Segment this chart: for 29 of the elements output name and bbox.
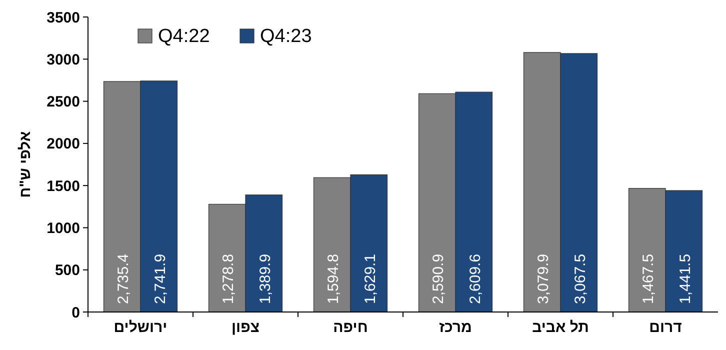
data-label: 1,278.8 xyxy=(220,254,238,304)
x-tick-label: צפון xyxy=(232,319,260,336)
y-tick-label: 2000 xyxy=(46,136,80,153)
x-tick-label: תל אביב xyxy=(532,319,589,336)
y-axis-title: אלפי ש"ח xyxy=(17,131,34,198)
y-tick-label: 1500 xyxy=(46,178,80,195)
y-tick-label: 2500 xyxy=(46,94,80,111)
data-label: 1,594.8 xyxy=(325,254,342,304)
data-label: 2,590.9 xyxy=(430,254,448,304)
data-label: 2,609.6 xyxy=(466,254,484,304)
data-label: 3,079.9 xyxy=(535,254,552,304)
x-tick-label: דרום xyxy=(649,319,682,336)
data-label: 2,735.4 xyxy=(115,254,132,304)
data-label: 3,067.5 xyxy=(572,254,589,304)
data-label: 2,741.9 xyxy=(152,254,169,304)
y-tick-label: 3500 xyxy=(46,9,80,26)
y-tick-label: 0 xyxy=(72,304,80,322)
y-tick-label: 3000 xyxy=(46,51,80,68)
x-tick-label: חיפה xyxy=(333,319,368,336)
x-tick-label: מרכז xyxy=(439,319,472,336)
legend-label: Q4:23 xyxy=(260,26,312,47)
data-label: 1,629.1 xyxy=(362,254,379,304)
data-label: 1,467.5 xyxy=(640,254,658,304)
y-tick-label: 500 xyxy=(54,262,80,280)
legend-label: Q4:22 xyxy=(158,26,210,47)
y-tick-label: 1000 xyxy=(46,220,80,237)
x-tick-label: ירושלים xyxy=(114,319,168,336)
data-label: 1,441.5 xyxy=(676,254,694,304)
data-label: 1,389.9 xyxy=(256,254,274,304)
